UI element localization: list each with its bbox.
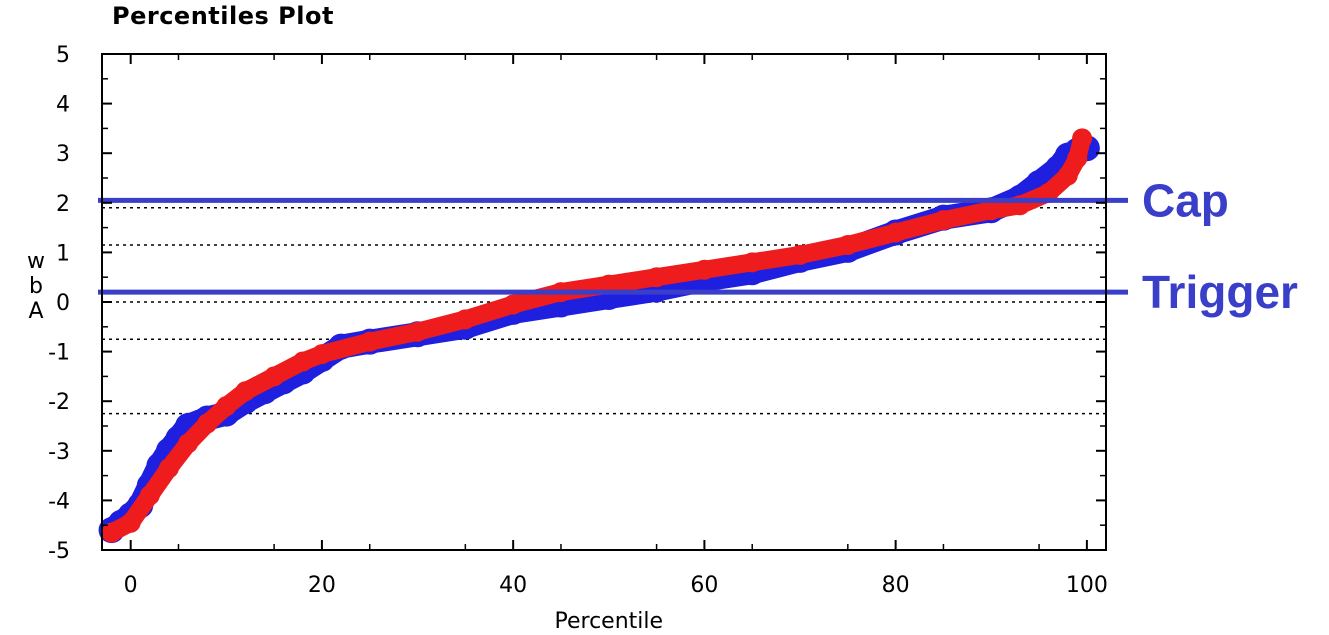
series-layer — [98, 128, 1100, 544]
y-tick-label-8: -3 — [48, 440, 70, 465]
x-tick-label-1: 20 — [308, 573, 336, 598]
x-tick-label-0: 0 — [124, 573, 138, 598]
x-axis-label: Percentile — [555, 609, 664, 634]
axis-ticks — [102, 53, 1106, 551]
x-tick-label-2: 40 — [499, 573, 527, 598]
y-tick-label-6: -1 — [48, 341, 70, 366]
y-label-char-2: A — [28, 299, 43, 324]
y-tick-label-2: 3 — [56, 142, 70, 167]
cap-label: Cap — [1142, 174, 1229, 226]
trigger-label: Trigger — [1142, 266, 1298, 318]
x-tick-label-4: 80 — [882, 573, 910, 598]
x-tick-label-5: 100 — [1066, 573, 1108, 598]
reference-lines — [98, 197, 1128, 295]
y-label-char-0: w — [27, 249, 45, 274]
x-tick-label-3: 60 — [690, 573, 718, 598]
y-tick-label-0: 5 — [56, 43, 70, 68]
series-1-point-29 — [1072, 128, 1093, 149]
y-label-char-1: b — [29, 274, 43, 299]
series-1 — [101, 128, 1093, 543]
chart-title: Percentiles Plot — [112, 2, 334, 30]
reference-labels: Cap Trigger — [1142, 174, 1298, 318]
tick-labels: 5 4 3 2 1 0 -1 -2 -3 -4 -5 0 20 40 60 80 100 — [48, 43, 1108, 598]
y-tick-label-4: 1 — [56, 241, 70, 266]
y-tick-label-3: 2 — [56, 192, 70, 217]
y-tick-label-5: 0 — [56, 291, 70, 316]
y-axis-label: wbA — [27, 249, 45, 324]
y-tick-label-10: -5 — [48, 539, 70, 564]
y-tick-label-9: -4 — [48, 489, 70, 514]
y-tick-label-1: 4 — [56, 93, 70, 118]
y-tick-label-7: -2 — [48, 390, 70, 415]
